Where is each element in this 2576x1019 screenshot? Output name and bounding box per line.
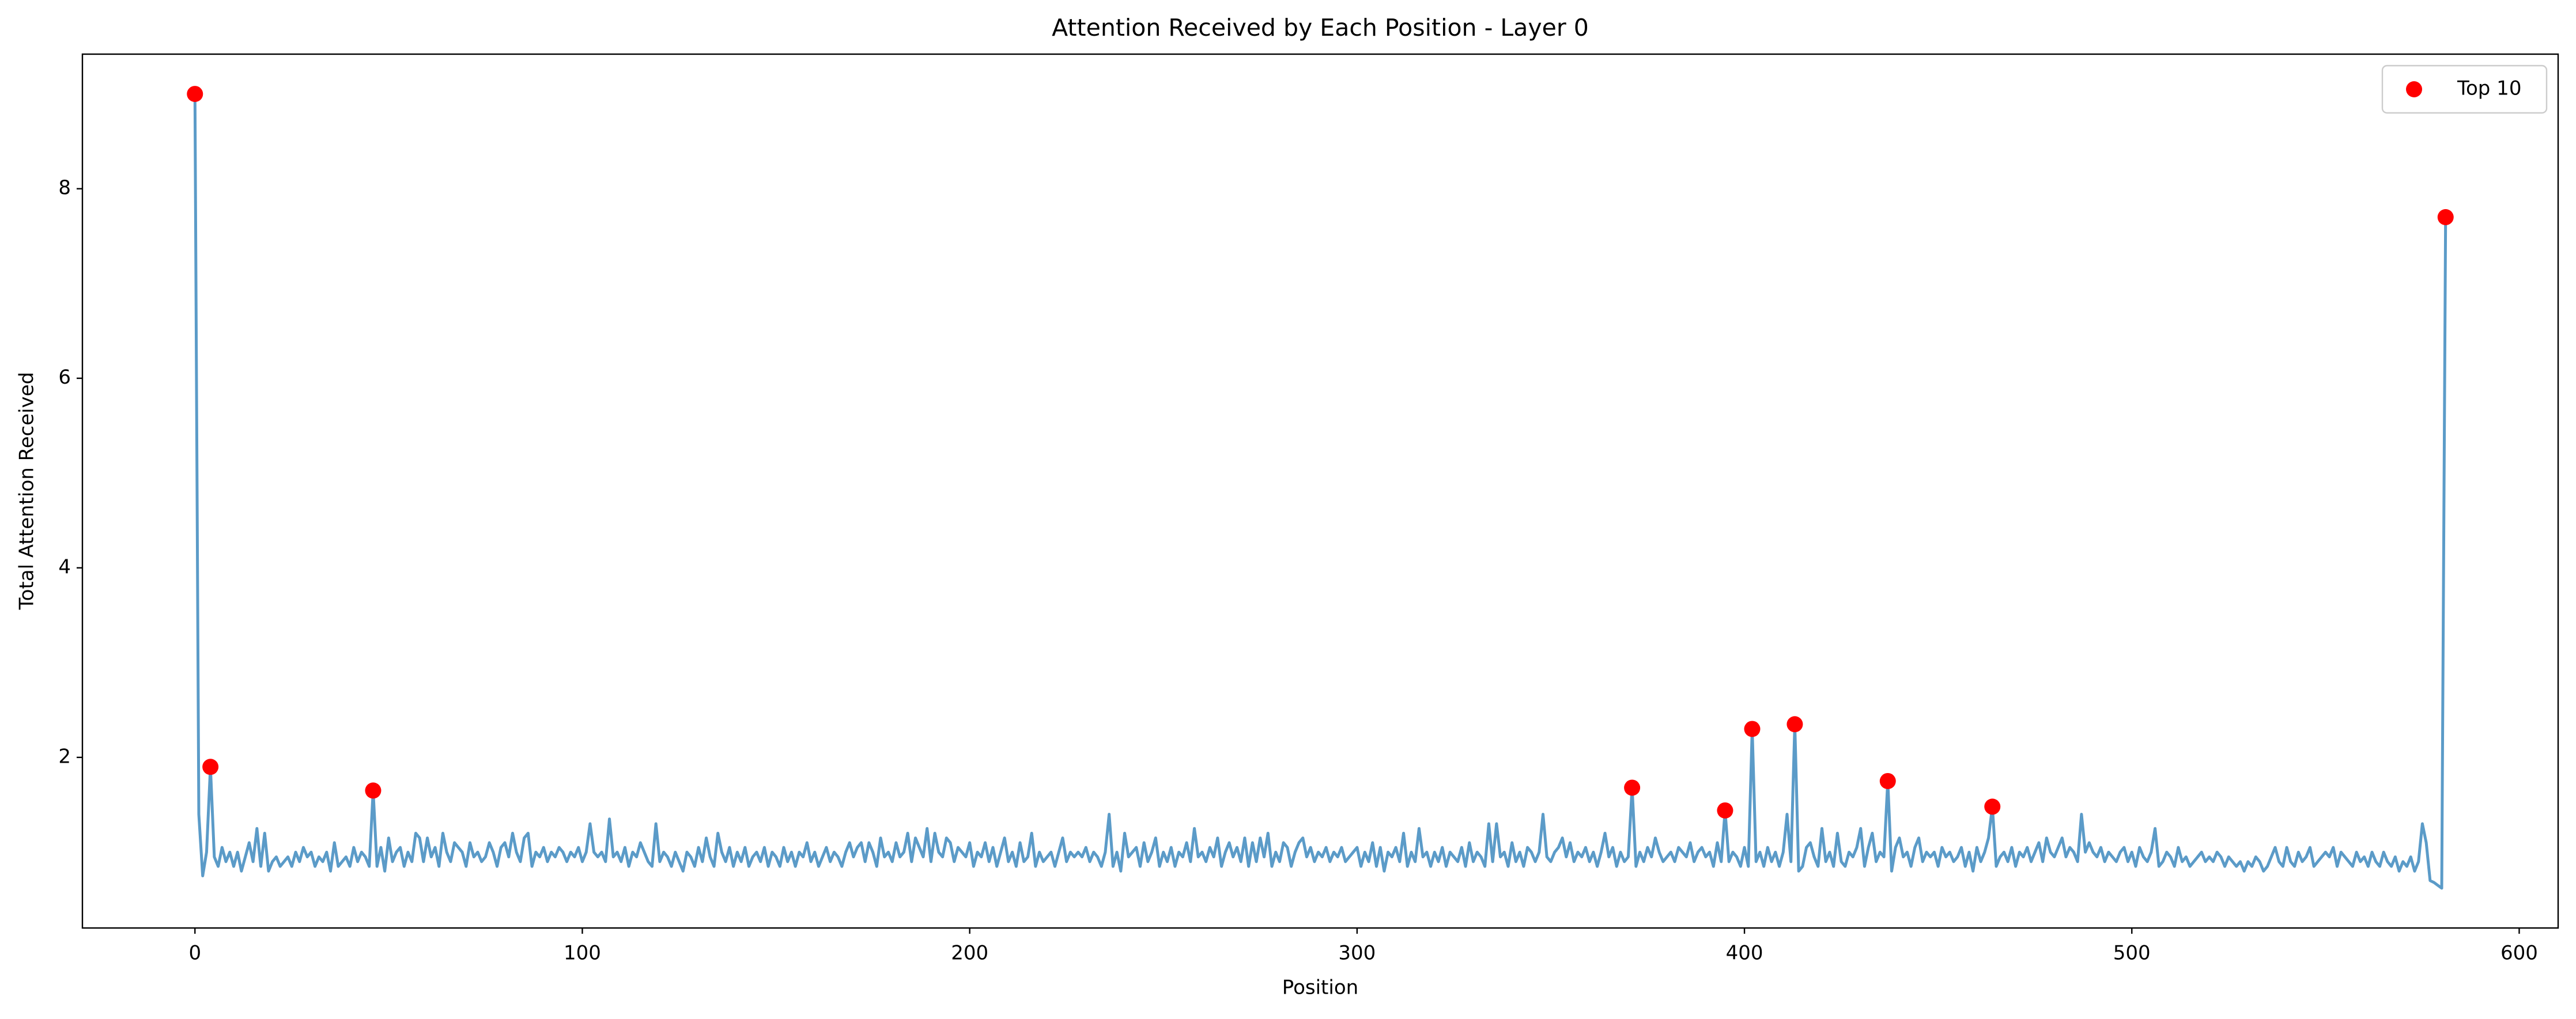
x-tick-label: 500 (2113, 942, 2151, 965)
y-tick-label: 8 (58, 176, 71, 199)
y-axis-label: Total Attention Received (16, 372, 39, 611)
chart-title: Attention Received by Each Position - La… (1052, 14, 1589, 41)
plot-frame (81, 53, 2559, 929)
top-point (1744, 721, 1761, 737)
top-point (1786, 716, 1803, 733)
legend-label: Top 10 (2457, 77, 2521, 100)
y-tick-label: 4 (58, 555, 71, 578)
legend-marker (2406, 81, 2422, 97)
top-point (1879, 772, 1896, 789)
top-point (1717, 802, 1733, 819)
x-tick-label: 300 (1338, 942, 1376, 965)
y-tick-label: 6 (58, 366, 71, 389)
top-point (202, 759, 219, 775)
top-point (2437, 209, 2454, 225)
x-tick-label: 400 (1726, 942, 1763, 965)
top-point (1624, 779, 1641, 796)
x-tick-label: 100 (564, 942, 601, 965)
top-point (365, 782, 382, 799)
attention-line (193, 94, 2447, 890)
x-axis-label: Position (1282, 976, 1358, 999)
top-point (1984, 798, 2001, 815)
x-tick-label: 0 (188, 942, 201, 965)
legend-box (2381, 65, 2548, 114)
top-point (187, 86, 203, 103)
x-tick-label: 200 (951, 942, 988, 965)
y-tick-label: 2 (58, 745, 71, 768)
x-tick-label: 600 (2501, 942, 2538, 965)
